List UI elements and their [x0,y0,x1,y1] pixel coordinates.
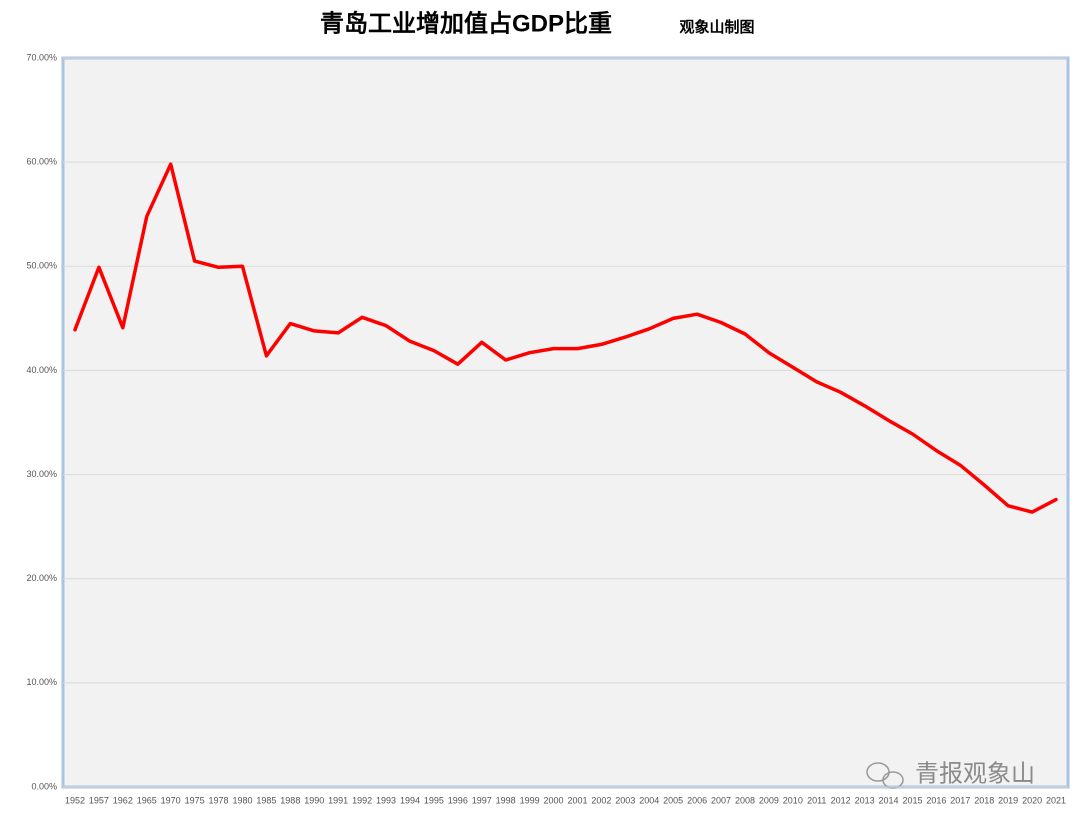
x-tick-label: 1998 [496,795,516,805]
x-tick-label: 1980 [232,795,252,805]
y-tick-label: 20.00% [26,573,57,583]
x-tick-label: 2016 [926,795,946,805]
y-tick-label: 0.00% [31,781,57,791]
x-tick-label: 2006 [687,795,707,805]
x-tick-label: 2019 [998,795,1018,805]
x-tick-label: 2010 [783,795,803,805]
y-tick-label: 70.00% [26,52,57,62]
chart-subtitle: 观象山制图 [679,18,754,36]
x-tick-label: 1952 [65,795,85,805]
x-tick-label: 1992 [352,795,372,805]
x-tick-label: 1975 [185,795,205,805]
x-tick-label: 2011 [807,795,826,805]
x-tick-label: 1985 [256,795,276,805]
plot-area [61,56,1070,789]
x-tick-label: 1991 [328,795,348,805]
y-tick-label: 40.00% [26,365,57,375]
x-tick-label: 2003 [615,795,635,805]
data-line [73,162,1058,514]
x-tick-label: 2000 [544,795,564,805]
x-tick-label: 1970 [161,795,181,805]
x-tick-label: 2002 [591,795,611,805]
x-tick-label: 2001 [567,795,587,805]
x-tick-label: 2007 [711,795,731,805]
y-tick-label: 60.00% [26,157,57,167]
x-tick-label: 1988 [280,795,300,805]
watermark-icon [866,762,904,789]
x-tick-label: 2014 [879,795,899,805]
x-tick-label: 1993 [376,795,396,805]
watermark: 青报观象山 [915,760,1035,787]
x-tick-label: 2009 [759,795,779,805]
x-tick-label: 2012 [831,795,851,805]
x-tick-label: 1996 [448,795,468,805]
x-tick-label: 2013 [855,795,875,805]
x-tick-label: 2015 [902,795,922,805]
x-tick-label: 2020 [1022,795,1042,805]
y-tick-label: 10.00% [26,677,57,687]
chart-title: 青岛工业增加值占GDP比重 [320,9,612,37]
x-tick-label: 2017 [950,795,970,805]
x-tick-label: 1999 [520,795,540,805]
y-tick-label: 30.00% [26,469,57,479]
x-tick-label: 2018 [974,795,994,805]
x-tick-label: 1995 [424,795,444,805]
x-tick-label: 2004 [639,795,659,805]
x-tick-label: 1978 [209,795,229,805]
x-tick-label: 1957 [89,795,109,805]
x-tick-label: 1994 [400,795,420,805]
x-tick-label: 1990 [304,795,324,805]
x-tick-label: 1997 [472,795,492,805]
y-tick-label: 50.00% [26,261,57,271]
x-tick-label: 2005 [663,795,683,805]
x-tick-label: 1962 [113,795,133,805]
x-tick-label: 1965 [137,795,157,805]
x-tick-label: 2021 [1046,795,1066,805]
x-tick-label: 2008 [735,795,755,805]
